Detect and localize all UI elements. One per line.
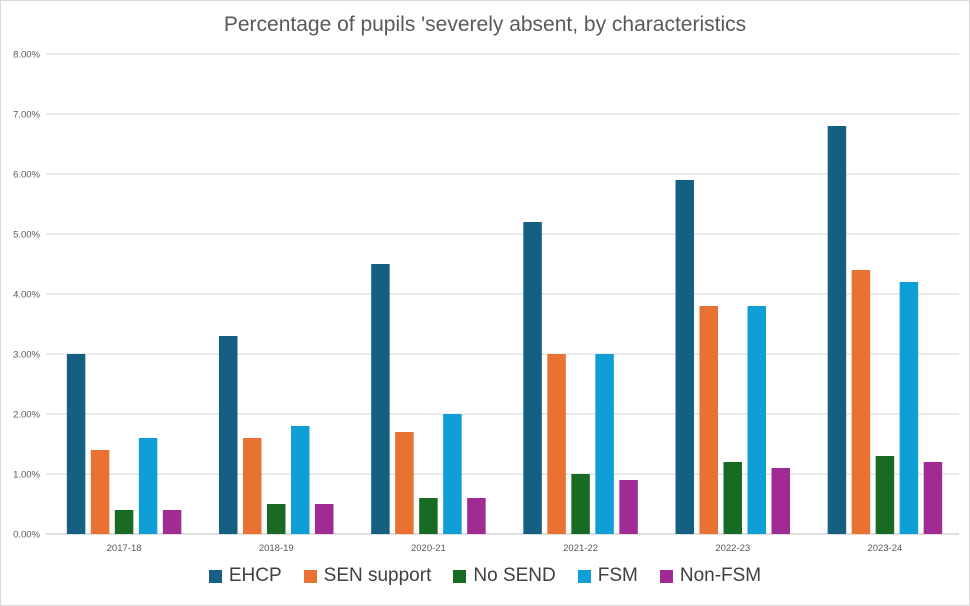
legend-swatch [208,569,222,583]
x-tick-label: 2018-19 [259,543,294,554]
bar-fsm-2021-22 [595,354,614,534]
bar-ehcp-2021-22 [523,222,542,534]
bar-ehcp-2022-23 [675,180,694,534]
legend-item: Non-FSM [659,565,762,587]
bar-no-send-2017-18 [114,510,134,534]
bar-fsm-2023-24 [899,282,919,534]
x-tick-label: 2022-23 [715,543,750,554]
y-tick-label: 3.00% [13,350,40,361]
bar-non-fsm-2021-22 [619,480,638,534]
x-tick-label: 2021-22 [563,543,598,554]
bar-fsm-2017-18 [138,438,158,534]
x-tick-label: 2017-18 [107,543,142,554]
bar-no-send-2023-24 [875,456,895,534]
y-tick-label: 4.00% [13,290,40,301]
bar-sen-support-2022-23 [699,306,718,534]
bar-no-send-2018-19 [267,504,286,534]
bar-no-send-2022-23 [723,462,742,534]
bar-ehcp-2017-18 [66,354,86,534]
y-tick-label: 8.00% [13,50,40,61]
y-tick-label: 6.00% [13,170,40,181]
x-tick-label: 2020-21 [411,543,446,554]
legend-item: No SEND [453,565,556,587]
bar-no-send-2021-22 [571,474,590,534]
legend-item: FSM [577,565,638,587]
legend-swatch [577,569,591,583]
bar-non-fsm-2023-24 [923,462,943,534]
bar-fsm-2018-19 [291,426,310,534]
legend-swatch [659,569,673,583]
y-tick-label: 2.00% [13,410,40,421]
bar-non-fsm-2017-18 [162,510,182,534]
legend-label: EHCP [228,565,282,586]
legend-label: FSM [597,565,638,586]
legend-swatch [303,569,317,583]
legend-item: EHCP [208,565,282,587]
bar-non-fsm-2020-21 [467,498,486,534]
y-tick-label: 0.00% [13,530,40,541]
bar-sen-support-2018-19 [243,438,262,534]
x-tick-label: 2023-24 [867,543,902,554]
bar-fsm-2020-21 [443,414,462,534]
bar-non-fsm-2018-19 [315,504,334,534]
legend-item: SEN support [303,565,432,587]
chart-title: Percentage of pupils 'severely absent, b… [223,13,747,36]
legend-label: SEN support [323,565,432,586]
legend-label: Non-FSM [679,565,762,586]
y-tick-label: 7.00% [13,110,40,121]
legend-swatch [453,569,467,583]
legend-label: No SEND [473,565,556,586]
bar-ehcp-2023-24 [827,126,847,534]
bar-sen-support-2021-22 [547,354,566,534]
bar-fsm-2022-23 [747,306,766,534]
y-tick-label: 1.00% [13,470,40,481]
y-tick-label: 5.00% [13,230,40,241]
bar-ehcp-2018-19 [219,336,238,534]
bar-no-send-2020-21 [419,498,438,534]
chart-legend: EHCP SEN support No SEND FSM Non-FSM [1,565,969,587]
bar-sen-support-2017-18 [90,450,110,534]
bar-ehcp-2020-21 [371,264,390,534]
bar-non-fsm-2022-23 [771,468,790,534]
bar-sen-support-2020-21 [395,432,414,534]
bar-sen-support-2023-24 [851,270,871,534]
